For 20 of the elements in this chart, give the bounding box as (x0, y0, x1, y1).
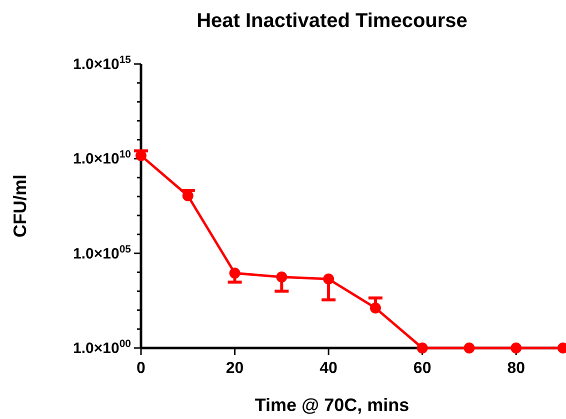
point (276, 272, 288, 283)
point (182, 190, 194, 202)
point (370, 302, 381, 314)
y-tick-label: 1.0×10$^{00}$ (73, 338, 132, 357)
point (510, 342, 522, 354)
point (416, 342, 428, 354)
point (464, 342, 475, 354)
chart-title: Heat Inactivated Timecourse (196, 10, 468, 32)
x-tick-label: 20 (226, 360, 244, 377)
x-tick-label: 60 (413, 360, 432, 377)
x-tick-label: 80 (507, 360, 526, 377)
x-tick-label: 40 (320, 360, 338, 377)
point (323, 274, 334, 285)
point (229, 268, 240, 279)
y-tick-label: 1.0×10$^{15}$ (73, 54, 132, 73)
y-tick-label: 1.0×10$^{10}$ (73, 148, 132, 168)
y-axis-title: CFU/ml (10, 174, 30, 238)
x-axis-title: Time @ 70C, mins (254, 395, 410, 415)
y-tick-label: 1.0×10$^{05}$ (73, 243, 132, 262)
x-tick-label: 0 (136, 360, 146, 377)
